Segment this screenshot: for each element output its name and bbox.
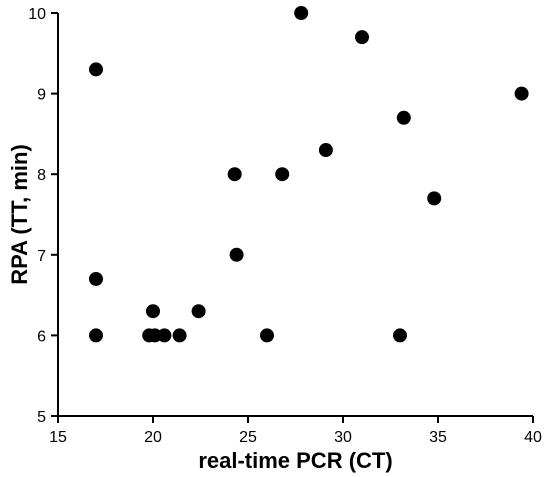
data-point bbox=[514, 86, 529, 101]
y-tick-label: 9 bbox=[37, 87, 46, 104]
data-point bbox=[355, 30, 369, 45]
data-point bbox=[191, 304, 206, 319]
data-point bbox=[396, 110, 411, 125]
x-tick-label: 35 bbox=[429, 429, 447, 446]
data-point bbox=[260, 328, 274, 343]
y-tick-label: 7 bbox=[37, 248, 46, 265]
data-point bbox=[427, 191, 442, 206]
data-point bbox=[275, 167, 290, 182]
y-axis-title: RPA (TT, min) bbox=[7, 144, 32, 285]
data-point bbox=[393, 328, 407, 343]
x-tick-label: 30 bbox=[334, 429, 352, 446]
x-axis-title: real-time PCR (CT) bbox=[198, 448, 392, 473]
data-point bbox=[89, 328, 103, 343]
data-point bbox=[89, 62, 103, 77]
x-tick-label: 20 bbox=[144, 429, 162, 446]
x-tick-label: 40 bbox=[524, 429, 542, 446]
y-axis-ticks: 5 6 7 8 9 10 bbox=[28, 6, 58, 426]
y-tick-label: 8 bbox=[37, 167, 46, 184]
data-point bbox=[172, 328, 187, 343]
y-tick-label: 10 bbox=[28, 6, 46, 23]
data-point bbox=[227, 167, 242, 182]
y-tick-label: 5 bbox=[37, 409, 46, 426]
data-point bbox=[229, 247, 244, 262]
data-point bbox=[146, 304, 160, 319]
y-tick-label: 6 bbox=[37, 328, 46, 345]
data-points bbox=[89, 6, 529, 343]
x-axis-ticks: 15 20 25 30 35 40 bbox=[49, 416, 542, 446]
data-point bbox=[89, 271, 103, 286]
x-tick-label: 25 bbox=[239, 429, 257, 446]
data-point bbox=[157, 328, 172, 343]
data-point bbox=[294, 6, 309, 20]
data-point bbox=[318, 143, 333, 158]
x-tick-label: 15 bbox=[49, 429, 67, 446]
